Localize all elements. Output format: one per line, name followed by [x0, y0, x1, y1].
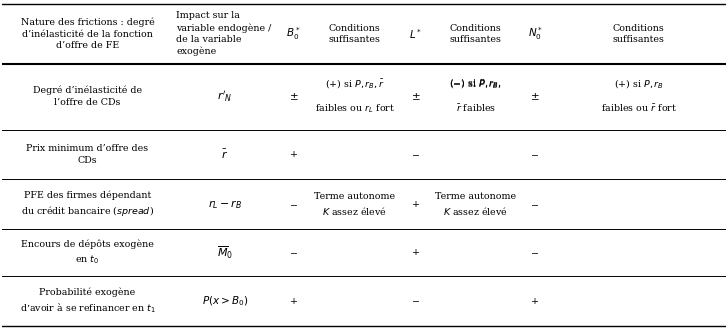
Text: $r_L - r_B$: $r_L - r_B$: [208, 198, 242, 211]
Text: Probabilité exogène
d’avoir à se refinancer en $t_1$: Probabilité exogène d’avoir à se refinan…: [20, 287, 156, 314]
Text: Conditions
suffisantes: Conditions suffisantes: [613, 23, 664, 44]
Text: $\pm$: $\pm$: [411, 91, 420, 102]
Text: Prix minimum d’offre des
CDs: Prix minimum d’offre des CDs: [26, 144, 148, 165]
Text: (+) si $P, r_B, \bar{r}$: (+) si $P, r_B, \bar{r}$: [325, 77, 385, 90]
Text: $N_0^*$: $N_0^*$: [528, 25, 543, 42]
Text: −: −: [290, 200, 298, 209]
Text: +: +: [411, 248, 419, 257]
Text: +: +: [411, 200, 419, 209]
Text: $\bar{r}$: $\bar{r}$: [222, 148, 228, 161]
Text: faibles ou $r_L$ fort: faibles ou $r_L$ fort: [315, 102, 395, 115]
Text: PFE des firmes dépendant
du crédit bancaire ($\mathit{spread}$): PFE des firmes dépendant du crédit banca…: [21, 191, 154, 218]
Text: Nature des frictions : degré
d’inélasticité de la fonction
d’offre de FE: Nature des frictions : degré d’inélastic…: [20, 17, 154, 50]
Text: Encours de dépôts exogène
en $t_0$: Encours de dépôts exogène en $t_0$: [21, 240, 154, 266]
Text: $\bar{r}$ faibles: $\bar{r}$ faibles: [456, 103, 496, 115]
Text: +: +: [531, 297, 539, 306]
Text: faibles ou $\bar{r}$ fort: faibles ou $\bar{r}$ fort: [601, 103, 677, 115]
Text: (+) si $P, r_B$: (+) si $P, r_B$: [614, 77, 664, 90]
Text: $P(x > B_0)$: $P(x > B_0)$: [202, 294, 248, 308]
Text: Degré d’inélasticité de
l’offre de CDs: Degré d’inélasticité de l’offre de CDs: [33, 86, 142, 107]
Text: $B_0^*$: $B_0^*$: [286, 25, 301, 42]
Text: Conditions
suffisantes: Conditions suffisantes: [450, 23, 502, 44]
Text: $\pm$: $\pm$: [531, 91, 540, 102]
Text: −: −: [531, 200, 539, 209]
Text: $\overline{M}_0$: $\overline{M}_0$: [217, 245, 233, 261]
Text: +: +: [290, 297, 298, 306]
Text: −: −: [531, 150, 539, 159]
Text: $r'_N$: $r'_N$: [217, 89, 233, 104]
Text: −: −: [290, 248, 298, 257]
Text: +: +: [290, 150, 298, 159]
Text: $L^*$: $L^*$: [409, 27, 422, 41]
Text: −: −: [411, 150, 419, 159]
Text: Impact sur la
variable endogène /
de la variable
exogène: Impact sur la variable endogène / de la …: [176, 12, 271, 56]
Text: Terme autonome
$K$ assez élevé: Terme autonome $K$ assez élevé: [435, 192, 516, 217]
Text: −: −: [531, 248, 539, 257]
Text: $\pm$: $\pm$: [289, 91, 299, 102]
Text: Terme autonome
$K$ assez élevé: Terme autonome $K$ assez élevé: [314, 192, 395, 217]
Text: −: −: [411, 297, 419, 306]
Text: $(\minus)$ si $P, r_B,$: $(\minus)$ si $P, r_B,$: [449, 77, 502, 90]
Text: Conditions
suffisantes: Conditions suffisantes: [329, 23, 380, 44]
Text: (−) si $P, r_B,$: (−) si $P, r_B,$: [449, 77, 502, 90]
